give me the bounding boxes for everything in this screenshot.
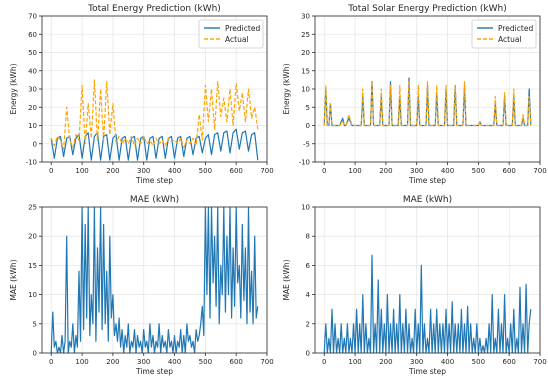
y-tick-label: 2 bbox=[306, 320, 310, 328]
chart-panel-4: 0 100 200 300 400 500 600 700 0 2 4 6 8 10 MAE (kWh) Ti… bbox=[282, 195, 547, 376]
x-axis-label: Time step bbox=[135, 176, 173, 185]
y-tick-label: -10 bbox=[299, 159, 310, 167]
x-tick-label: 300 bbox=[410, 358, 423, 366]
y-tick-label: 4 bbox=[306, 291, 311, 299]
y-tick-label: 10 bbox=[301, 86, 310, 94]
y-tick-label: 50 bbox=[28, 49, 37, 57]
x-tick-label: 500 bbox=[472, 167, 485, 175]
x-tick-label: 500 bbox=[199, 167, 212, 175]
x-tick-label: 700 bbox=[533, 167, 546, 175]
y-tick-label: 0 bbox=[306, 350, 310, 358]
y-axis-label: Energy (kWh) bbox=[9, 63, 18, 114]
y-tick-label: 40 bbox=[28, 67, 37, 75]
x-tick-label: 100 bbox=[348, 358, 361, 366]
x-tick-label: 500 bbox=[199, 358, 212, 366]
y-tick-label: 10 bbox=[28, 291, 37, 299]
legend-box bbox=[471, 19, 537, 49]
legend: Predicted Actual bbox=[198, 19, 264, 49]
y-tick-label: 15 bbox=[301, 67, 310, 75]
series-group bbox=[323, 254, 532, 353]
series-line-actual bbox=[50, 79, 259, 150]
y-tick-label: 0 bbox=[33, 350, 37, 358]
series-group bbox=[50, 207, 259, 353]
x-tick-label: 0 bbox=[49, 358, 53, 366]
chart-title: MAE (kWh) bbox=[130, 195, 179, 205]
y-tick-label: 25 bbox=[28, 204, 37, 212]
x-tick-label: 700 bbox=[260, 167, 273, 175]
plot-area bbox=[315, 207, 540, 353]
y-tick-label: 5 bbox=[33, 320, 37, 328]
y-tick-label: 20 bbox=[28, 233, 37, 241]
y-tick-label: -10 bbox=[26, 159, 37, 167]
x-tick-label: 200 bbox=[106, 167, 119, 175]
x-tick-label: 100 bbox=[75, 358, 88, 366]
y-tick-label: 0 bbox=[33, 140, 37, 148]
y-tick-label: 30 bbox=[28, 86, 37, 94]
x-tick-label: 100 bbox=[348, 167, 361, 175]
chart-panel-1: 0 100 200 300 400 500 600 700 -10 0 10 20 30 40 50 60 70… bbox=[9, 4, 274, 185]
x-tick-label: 0 bbox=[322, 167, 326, 175]
chart-title: MAE (kWh) bbox=[403, 195, 452, 205]
x-tick-label: 600 bbox=[502, 358, 515, 366]
legend-label-actual: Actual bbox=[498, 35, 522, 44]
legend-label-predicted: Predicted bbox=[225, 24, 260, 33]
y-tick-label: 20 bbox=[28, 104, 37, 112]
y-tick-label: -5 bbox=[303, 140, 310, 148]
x-axis-label: Time step bbox=[135, 367, 173, 376]
legend-label-predicted: Predicted bbox=[498, 24, 533, 33]
x-tick-label: 200 bbox=[379, 358, 392, 366]
y-tick-label: 60 bbox=[28, 31, 37, 39]
x-tick-label: 300 bbox=[410, 167, 423, 175]
x-tick-label: 100 bbox=[75, 167, 88, 175]
plot-area bbox=[42, 207, 267, 353]
y-axis-label: MAE (kWh) bbox=[9, 259, 18, 300]
x-tick-label: 400 bbox=[168, 358, 181, 366]
series-line-actual bbox=[323, 81, 532, 127]
axes-frame bbox=[314, 206, 541, 354]
series-line-mae bbox=[323, 254, 532, 353]
x-tick-label: 0 bbox=[49, 167, 53, 175]
y-tick-label: 30 bbox=[301, 13, 310, 21]
x-tick-label: 600 bbox=[229, 358, 242, 366]
x-axis-label: Time step bbox=[408, 176, 446, 185]
series-group bbox=[50, 79, 259, 161]
x-tick-label: 400 bbox=[441, 358, 454, 366]
x-tick-label: 600 bbox=[502, 167, 515, 175]
y-tick-label: 15 bbox=[28, 262, 37, 270]
legend: Predicted Actual bbox=[471, 19, 537, 49]
chart-panel-3: 0 100 200 300 400 500 600 700 0 5 10 15 20 25 MAE (kWh… bbox=[9, 195, 274, 376]
x-tick-label: 200 bbox=[106, 358, 119, 366]
chart-panel-2: 0 100 200 300 400 500 600 700 -10 -5 0 5 10 15 20 25 30 T… bbox=[282, 4, 547, 185]
x-tick-label: 300 bbox=[137, 167, 150, 175]
legend-label-actual: Actual bbox=[225, 35, 249, 44]
y-tick-label: 70 bbox=[28, 13, 37, 21]
axes-frame bbox=[41, 206, 268, 354]
chart-title: Total Energy Prediction (kWh) bbox=[87, 4, 221, 14]
x-tick-label: 700 bbox=[260, 358, 273, 366]
x-tick-label: 500 bbox=[472, 358, 485, 366]
y-tick-label: 6 bbox=[306, 262, 311, 270]
x-tick-label: 400 bbox=[168, 167, 181, 175]
y-tick-label: 25 bbox=[301, 31, 310, 39]
series-group bbox=[323, 77, 532, 127]
y-axis-label: MAE (kWh) bbox=[282, 259, 291, 300]
y-tick-label: 8 bbox=[306, 233, 310, 241]
x-tick-label: 200 bbox=[379, 167, 392, 175]
y-tick-label: 20 bbox=[301, 49, 310, 57]
x-tick-label: 300 bbox=[137, 358, 150, 366]
x-tick-label: 600 bbox=[229, 167, 242, 175]
x-tick-label: 700 bbox=[533, 358, 546, 366]
chart-title: Total Solar Energy Prediction (kWh) bbox=[347, 4, 506, 14]
y-tick-label: 10 bbox=[28, 122, 37, 130]
series-line-mae bbox=[50, 207, 259, 353]
x-tick-label: 0 bbox=[322, 358, 326, 366]
x-axis-label: Time step bbox=[408, 367, 446, 376]
y-axis-label: Energy (kWh) bbox=[282, 63, 291, 114]
legend-box bbox=[198, 19, 264, 49]
y-tick-label: 0 bbox=[306, 122, 310, 130]
x-tick-label: 400 bbox=[441, 167, 454, 175]
y-tick-label: 5 bbox=[306, 104, 310, 112]
y-tick-label: 10 bbox=[301, 204, 310, 212]
